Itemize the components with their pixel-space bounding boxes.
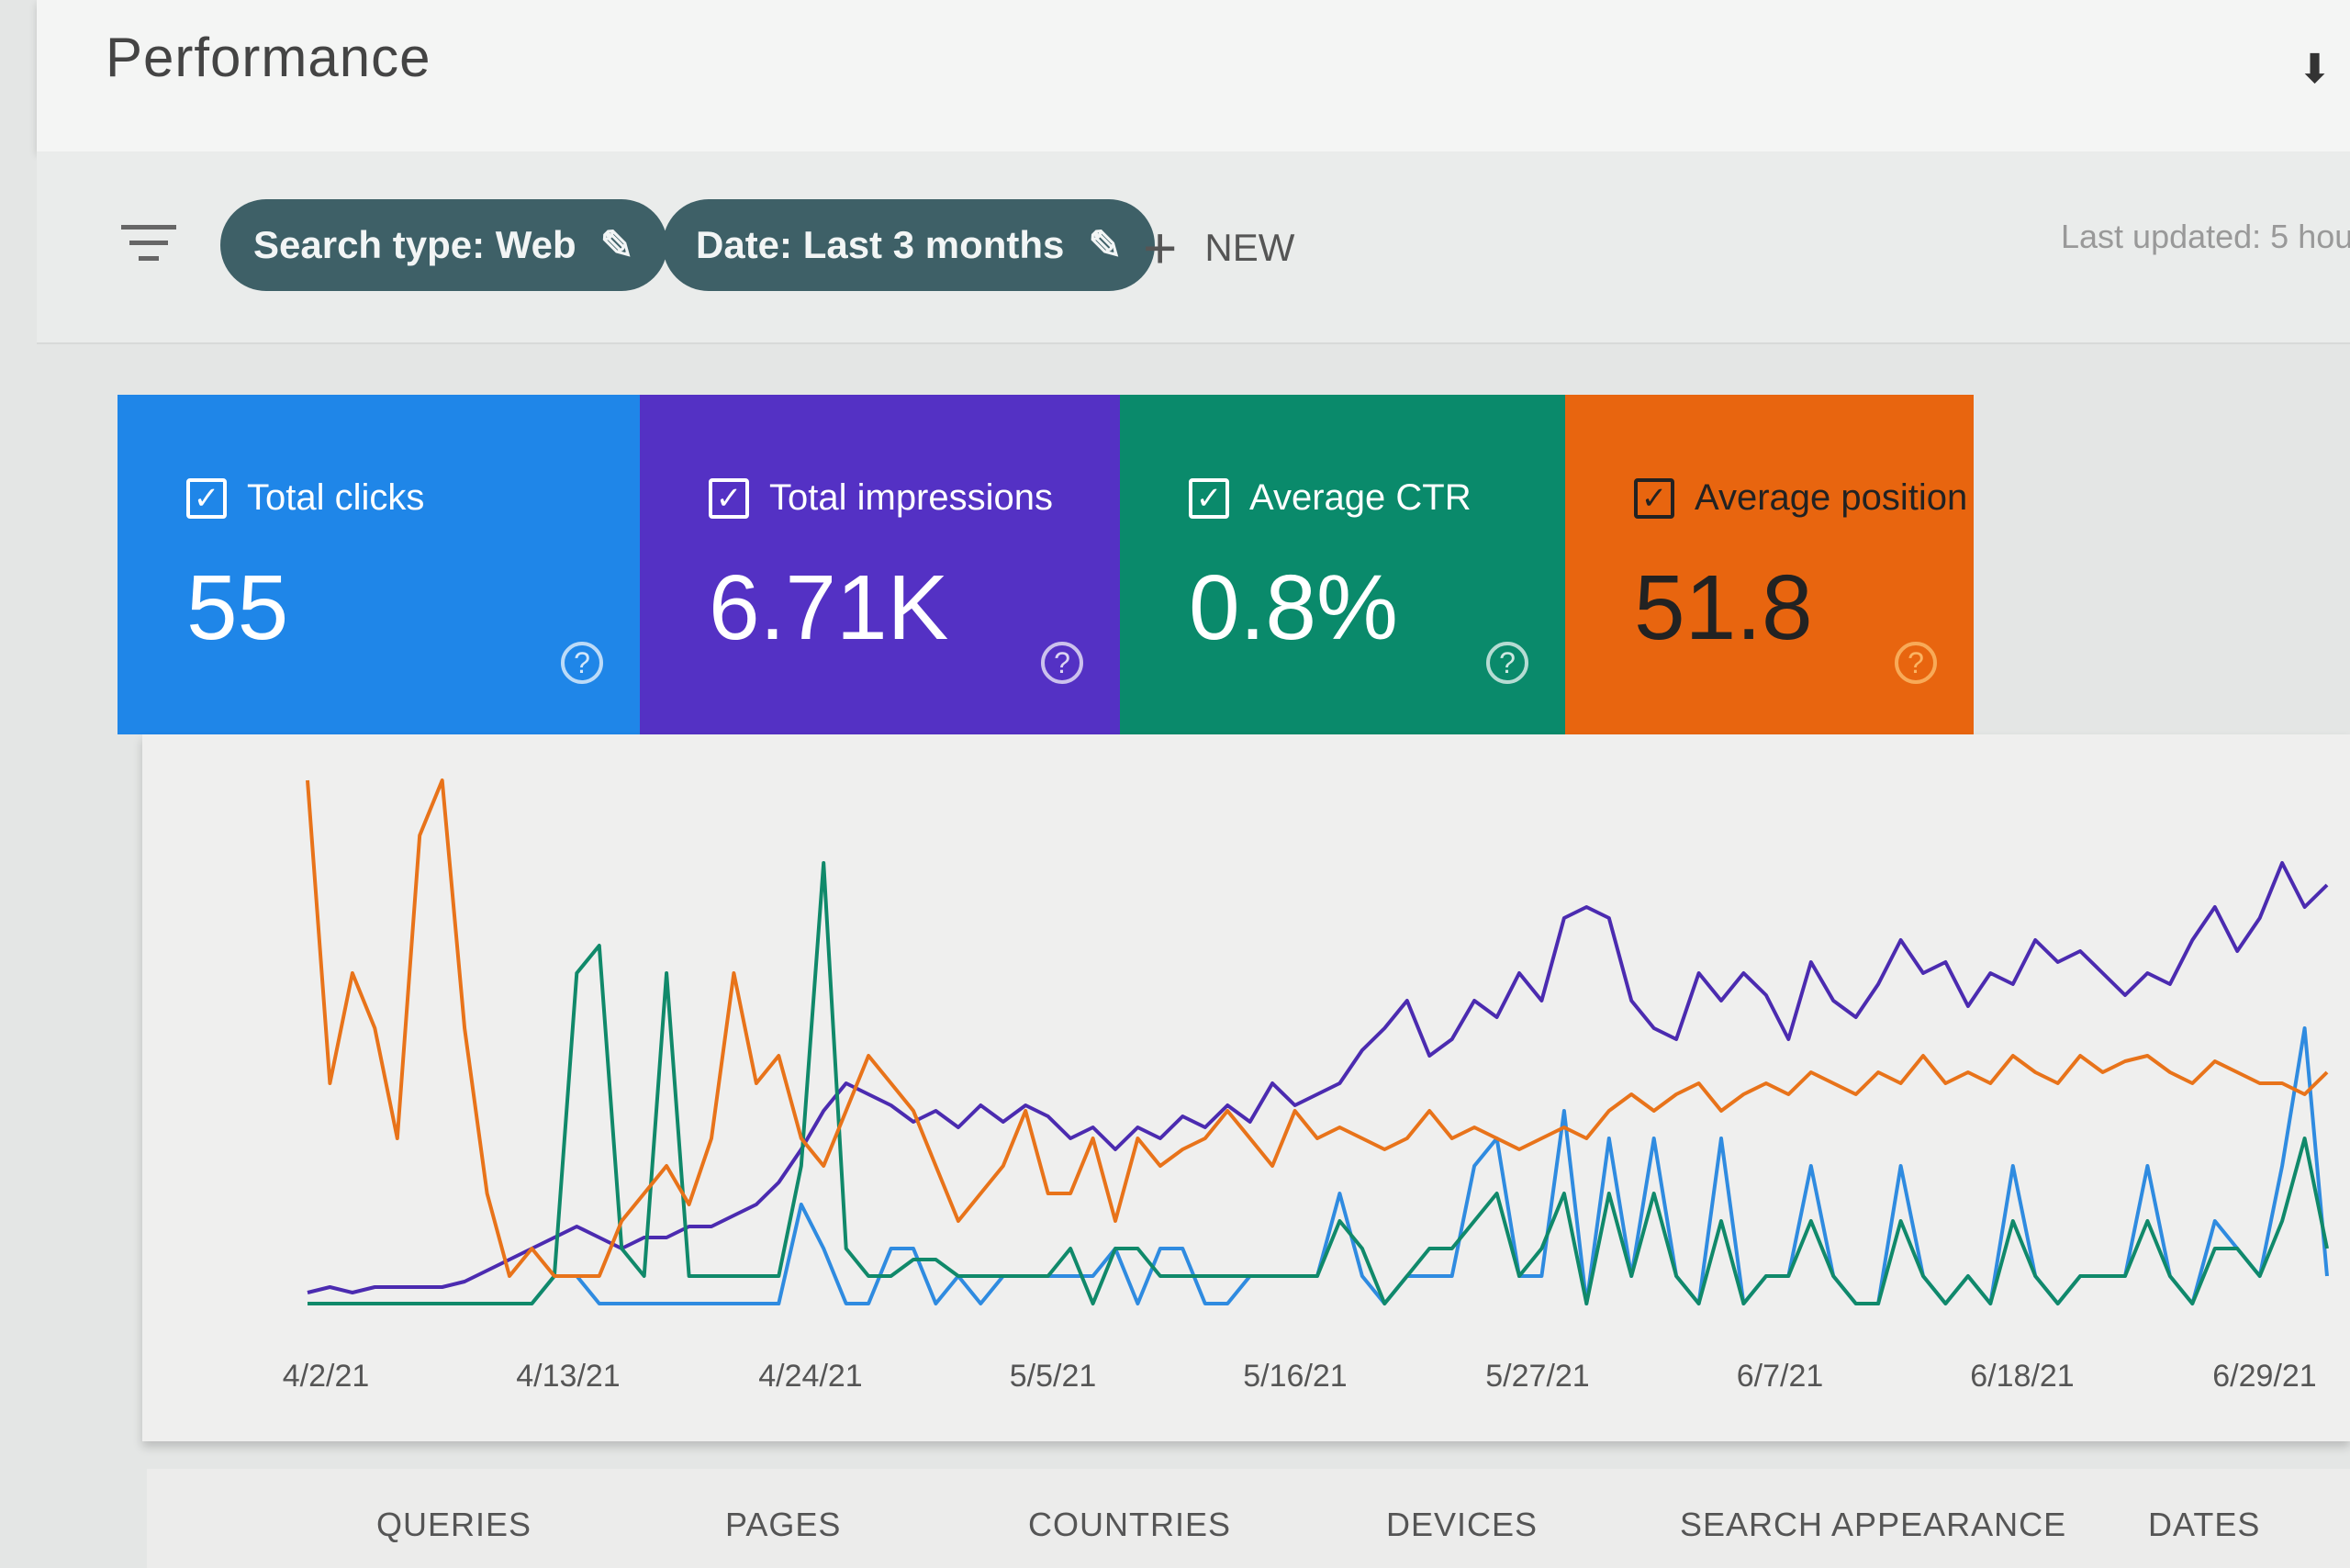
filter-icon[interactable] (121, 225, 176, 272)
metric-card-total-clicks[interactable]: ✓ Total clicks 55 ? (118, 395, 640, 734)
help-icon[interactable]: ? (1486, 642, 1528, 684)
x-tick-label: 5/27/21 (1485, 1359, 1589, 1394)
pencil-icon: ✎ (1088, 222, 1123, 268)
help-icon[interactable]: ? (561, 642, 603, 684)
metric-label: Average position (1695, 477, 1968, 518)
x-tick-label: 6/18/21 (1970, 1359, 2074, 1394)
download-icon[interactable]: ⬇ (2298, 47, 2332, 92)
search-type-chip[interactable]: Search type: Web ✎ (220, 199, 667, 291)
tab-pages[interactable]: PAGES (725, 1506, 842, 1543)
metric-cards: ✓ Total clicks 55 ? ✓ Total impressions 6.… (118, 395, 1974, 734)
help-icon[interactable]: ? (1041, 642, 1083, 684)
filter-bar: Search type: Web ✎ Date: Last 3 months ✎ +… (37, 151, 2350, 344)
metric-card-total-impressions[interactable]: ✓ Total impressions 6.71K ? (640, 395, 1120, 734)
metric-value: 55 (186, 556, 289, 659)
metric-value: 0.8% (1189, 556, 1398, 659)
metric-value: 6.71K (709, 556, 949, 659)
checkbox-icon[interactable]: ✓ (186, 477, 227, 519)
help-icon[interactable]: ? (1895, 642, 1937, 684)
series-line-average-ctr (308, 861, 2329, 1305)
series-line-total-impressions (307, 861, 2329, 1294)
metric-label: Total impressions (769, 477, 1054, 518)
tab-search-appearance[interactable]: SEARCH APPEARANCE (1680, 1506, 2067, 1543)
new-filter-button[interactable]: + NEW (1143, 214, 1294, 282)
chip-label: Search type: Web (253, 223, 576, 266)
plus-icon: + (1143, 215, 1178, 281)
new-label: NEW (1204, 226, 1295, 269)
x-tick-label: 6/7/21 (1737, 1359, 1824, 1394)
series-line-average-position (306, 778, 2329, 1278)
x-tick-label: 4/2/21 (283, 1359, 370, 1394)
x-tick-label: 4/13/21 (516, 1359, 620, 1394)
metric-card-average-position[interactable]: ✓ Average position 51.8 ? (1565, 395, 1974, 734)
series-line-total-clicks (308, 1026, 2329, 1305)
tab-devices[interactable]: DEVICES (1386, 1506, 1539, 1543)
metric-label: Average CTR (1249, 477, 1472, 518)
x-tick-label: 4/24/21 (758, 1359, 862, 1394)
chart-svg: 4/2/21 4/13/21 4/24/21 5/5/21 5/16/21 5/27/21… (283, 778, 2329, 1394)
tab-dates[interactable]: DATES (2148, 1506, 2261, 1543)
page-header: Performance ⬇ (37, 0, 2350, 151)
pencil-icon: ✎ (599, 222, 634, 268)
checkbox-icon[interactable]: ✓ (1634, 477, 1674, 519)
x-tick-label: 5/5/21 (1010, 1359, 1097, 1394)
x-tick-label: 5/16/21 (1243, 1359, 1347, 1394)
dimension-tabs: QUERIES PAGES COUNTRIES DEVICES SEARCH A… (147, 1469, 2350, 1568)
checkbox-icon[interactable]: ✓ (709, 477, 749, 519)
last-updated: Last updated: 5 hour (2061, 218, 2350, 255)
chip-label: Date: Last 3 months (696, 223, 1065, 266)
checkbox-icon[interactable]: ✓ (1189, 477, 1229, 519)
tab-countries[interactable]: COUNTRIES (1028, 1506, 1232, 1543)
page-title: Performance (106, 27, 431, 88)
metric-label: Total clicks (247, 477, 425, 518)
performance-chart: 4/2/21 4/13/21 4/24/21 5/5/21 5/16/21 5/27/21… (142, 734, 2350, 1441)
metric-value: 51.8 (1634, 556, 1813, 659)
metric-card-average-ctr[interactable]: ✓ Average CTR 0.8% ? (1120, 395, 1565, 734)
tab-queries[interactable]: QUERIES (376, 1506, 532, 1543)
date-chip[interactable]: Date: Last 3 months ✎ (663, 199, 1156, 291)
x-tick-label: 6/29/21 (2212, 1359, 2316, 1394)
